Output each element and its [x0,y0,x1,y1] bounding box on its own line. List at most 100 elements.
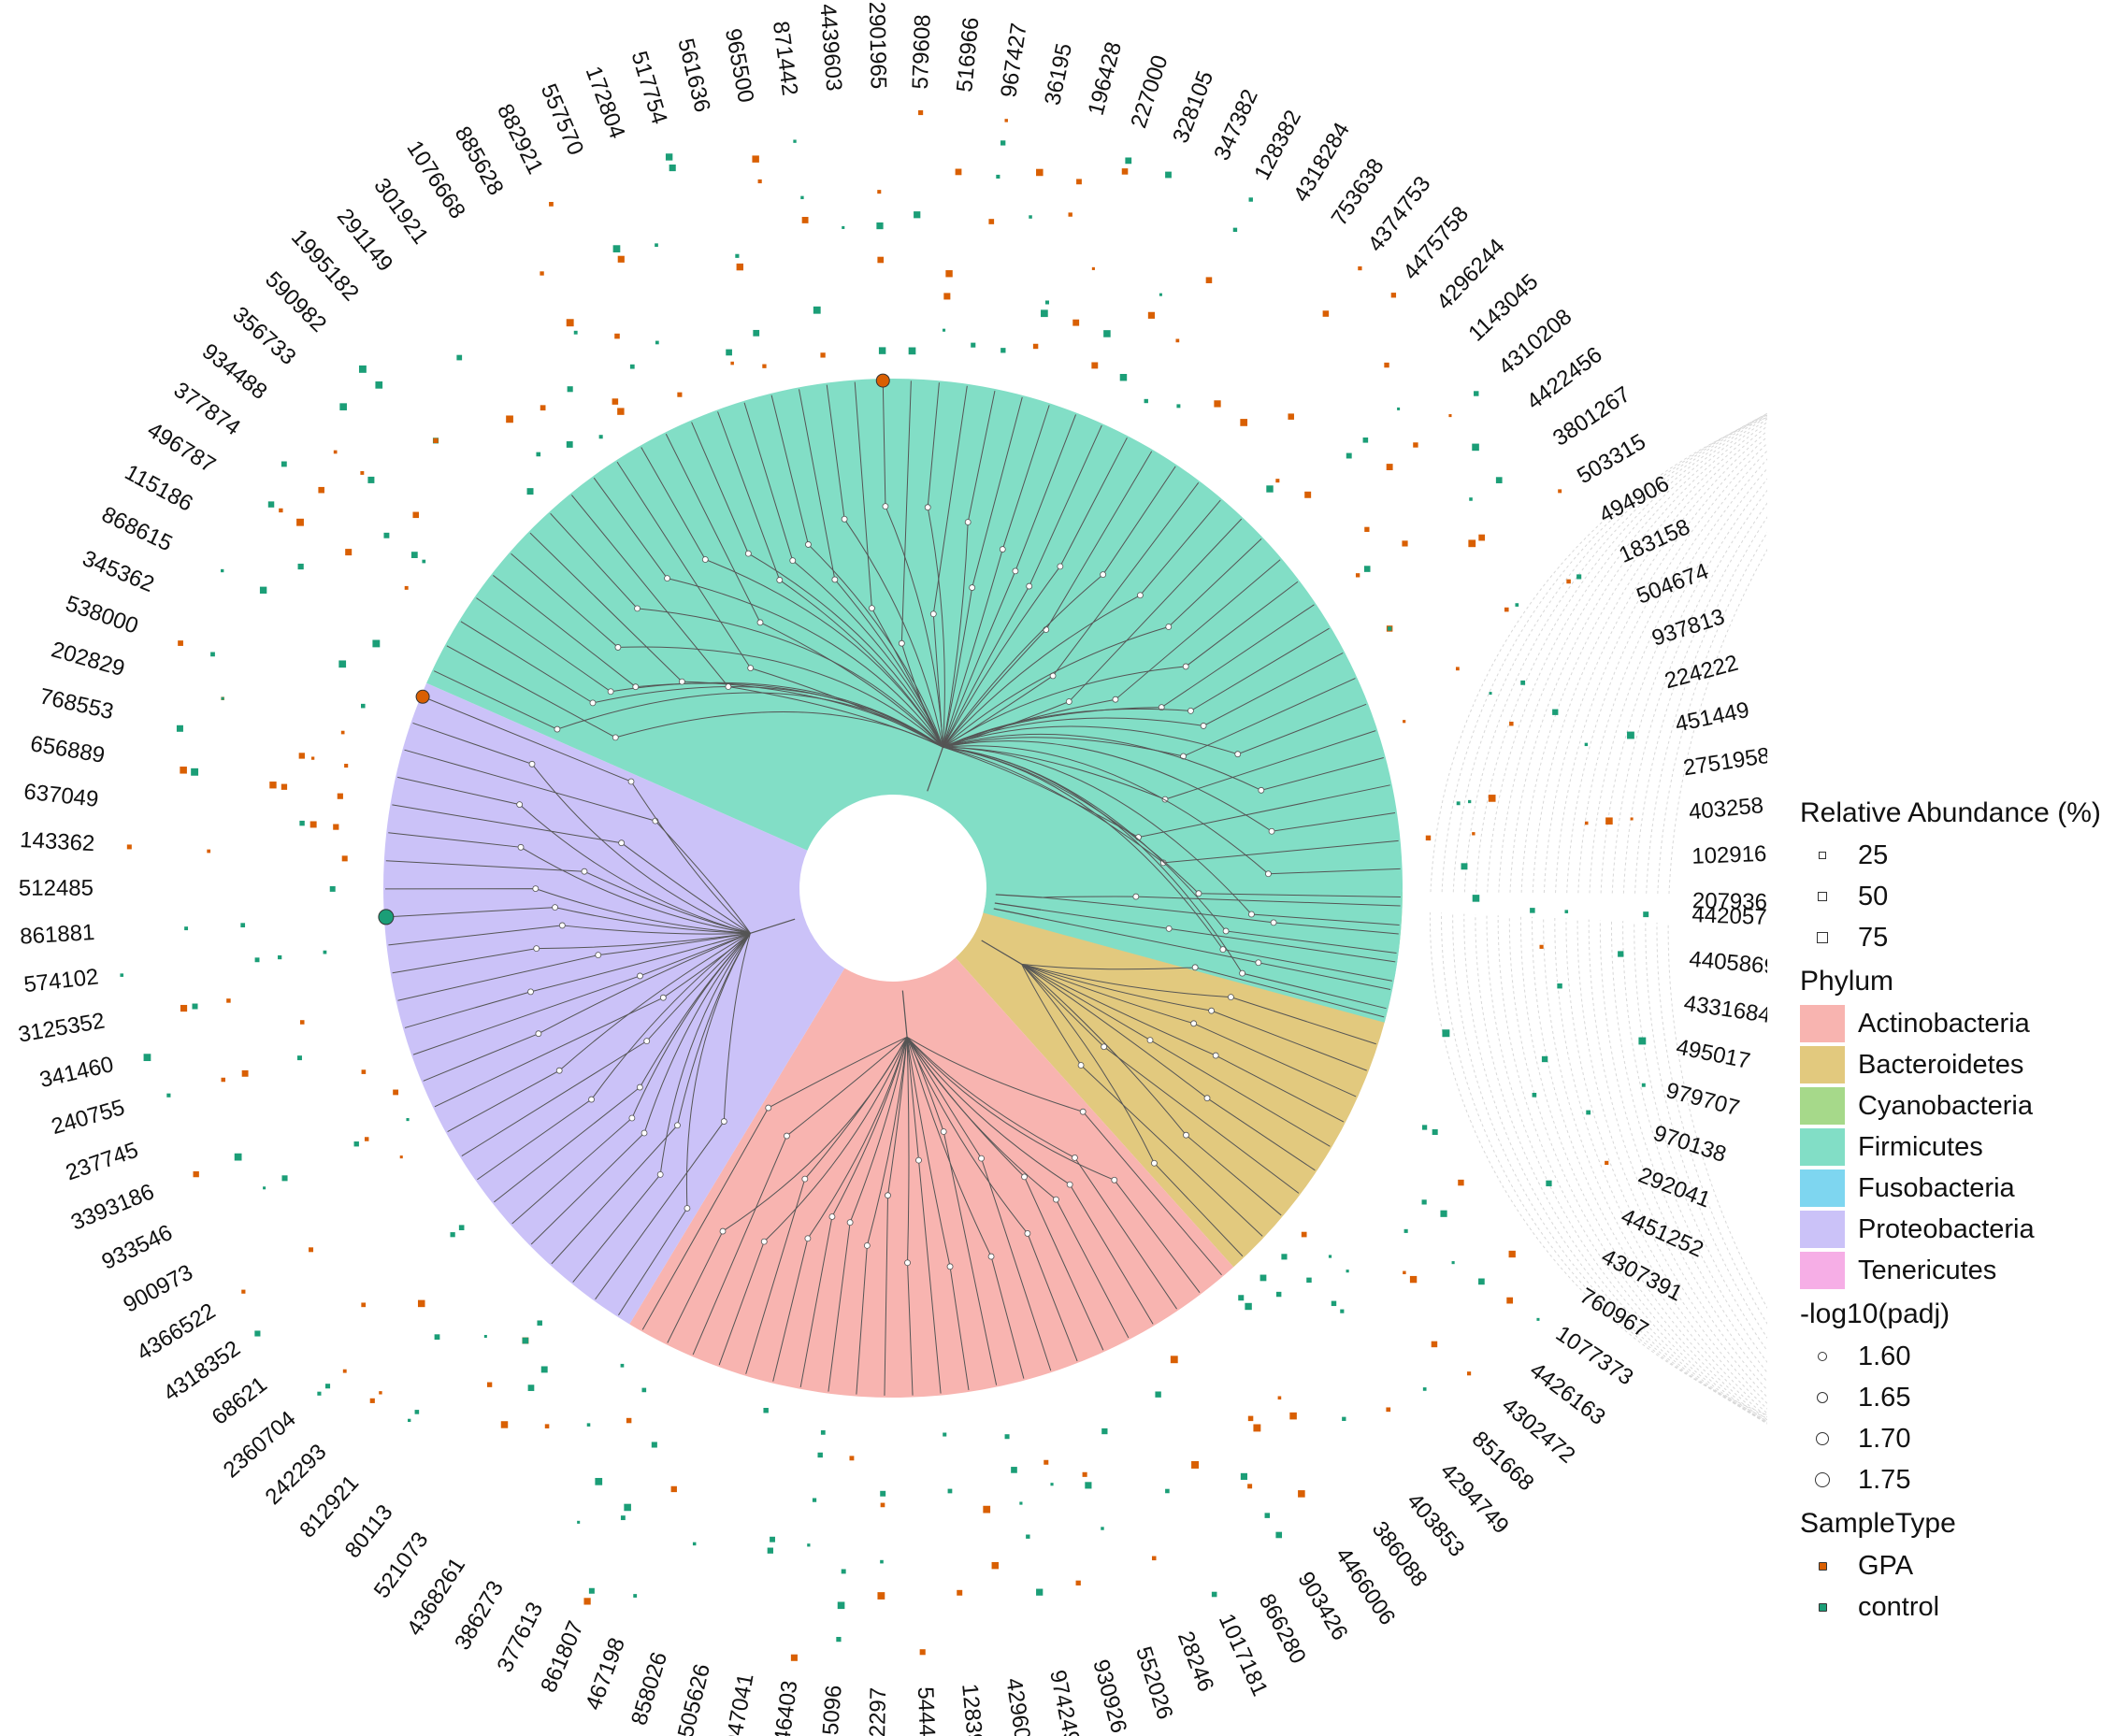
abundance-mark [730,361,734,366]
abundance-mark [1170,1356,1178,1364]
abundance-mark [1488,795,1496,802]
abundance-mark [1253,1424,1261,1432]
abundance-mark [310,756,315,760]
abundance-mark [1092,363,1098,368]
tree-branch [397,932,751,1001]
tree-node [612,734,619,741]
abundance-mark [1358,265,1362,271]
tip-label: 328105 [1168,67,1218,146]
tree-branch [906,1036,1222,1276]
abundance-mark [1260,1274,1267,1282]
tree-branch [943,437,1128,748]
abundance-mark [1618,951,1624,957]
tree-node [898,639,905,647]
abundance-mark [1159,293,1162,296]
abundance-mark [191,768,199,776]
abundance-mark [500,1421,509,1428]
tree-node [828,1213,836,1220]
abundance-mark [1247,1484,1253,1489]
abundance-mark [770,1536,775,1542]
abundance-mark [876,222,884,230]
abundance-mark [943,293,951,300]
abundance-mark [752,155,759,163]
legend: Relative Abundance (%) 25 50 75 Phylum A… [1800,790,2109,1628]
tip-label: 1017181 [1214,1610,1273,1700]
abundance-mark [624,1503,631,1512]
abundance-mark [1397,407,1401,410]
tree-branch [906,1037,998,1385]
tree-node [656,1170,664,1178]
padj-legend-item: 1.65 [1800,1377,2109,1418]
abundance-mark [1520,680,1526,685]
sampletype-legend-item: control [1800,1586,2109,1628]
tree-node [1228,994,1234,1001]
tree-branch [932,385,968,748]
tree-branch [385,907,751,934]
abundance-mark [669,165,676,172]
tip-label: 227000 [1126,52,1173,132]
abundance-mark [841,1569,846,1574]
tree-node [747,665,755,671]
abundance-mark [1467,1371,1472,1376]
abundance-mark [226,998,231,1003]
tip-label: 128390 [957,1683,988,1736]
abundance-mark [757,179,762,184]
abundance-mark [566,319,574,327]
tip-label: 347382 [1209,86,1263,165]
tree-node [1101,1043,1108,1051]
tree-node [627,778,635,785]
abundance-mark [878,347,886,354]
tree-node [801,1175,809,1183]
abundance-mark [1441,1212,1447,1216]
abundance-mark [458,1225,465,1230]
tree-branch [447,932,751,1133]
abundance-mark [1101,1428,1108,1435]
phylum-label: Tenericutes [1858,1255,1997,1285]
abundance-mark [1584,742,1589,747]
tree-node [1165,925,1173,932]
sampletype-legend-item: GPA [1800,1545,2109,1586]
tree-branch [1021,964,1263,1237]
abundance-mark [309,1247,314,1253]
abundance-mark [1541,1055,1548,1063]
abundance-mark [263,1186,266,1190]
abundance-legend-item: 50 [1800,876,2109,917]
abundance-mark [1029,215,1032,219]
abundance-mark [1468,539,1476,548]
tip-label: 504674 [1634,559,1712,610]
abundance-mark [254,957,260,963]
tip-label: 446403 [768,1679,802,1736]
tree-branch [906,1037,1078,1362]
tree-node [1072,1155,1078,1161]
abundance-mark [298,753,305,759]
tree-node [869,605,875,611]
tree-branch [906,1037,1104,1351]
tip-label: 903426 [1292,1568,1352,1645]
tree-node [1012,567,1019,575]
phylum-legend-item: Tenericutes [1800,1250,2109,1291]
abundance-mark [942,328,946,332]
abundance-mark [1019,1501,1023,1505]
abundance-mark [1422,1387,1427,1391]
abundance-mark [1386,1407,1391,1413]
abundance-mark [180,1004,188,1012]
abundance-mark [692,1542,697,1546]
tree-branch [995,894,1043,898]
tip-label: 495096 [816,1685,847,1736]
abundance-mark [820,1429,826,1435]
abundance-mark [207,849,211,854]
abundance-mark [1232,227,1238,233]
abundance-mark [1468,799,1472,804]
abundance-mark [340,730,345,735]
abundance-mark [241,1289,246,1294]
abundance-mark [379,1391,382,1395]
tip-label: 561636 [672,36,714,115]
abundance-mark [812,1498,817,1502]
abundance-mark [598,435,603,439]
tip-label: 979707 [1663,1078,1742,1121]
tip-label: 496787 [143,417,220,478]
tree-node [659,994,667,1001]
abundance-mark [1085,1482,1092,1489]
tree-node [1208,1007,1215,1014]
phylum-label: Fusobacteria [1858,1172,2015,1203]
